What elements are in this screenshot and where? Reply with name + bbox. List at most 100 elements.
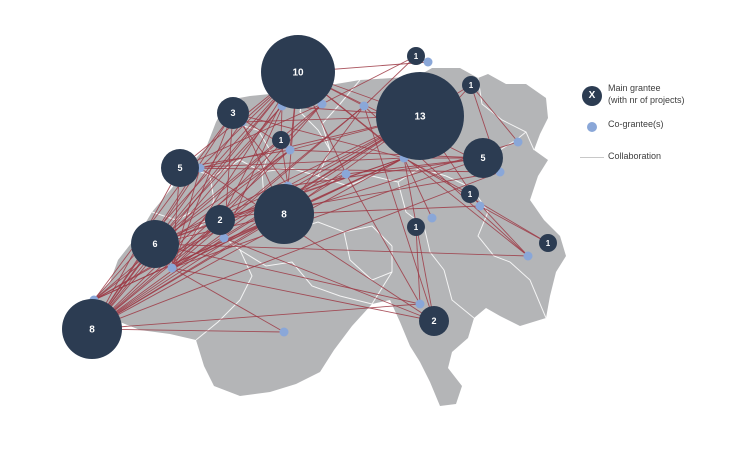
main-grantee-m13: 13 <box>376 72 464 160</box>
canton-border-11 <box>443 269 475 319</box>
co-grantee-point-13 <box>523 251 533 261</box>
main-grantee-bubble <box>62 299 122 359</box>
collaboration-line-105 <box>223 237 435 322</box>
main-grantee-bubble <box>254 184 314 244</box>
collaboration-line-67 <box>179 167 501 173</box>
collaboration-line-61 <box>171 112 234 269</box>
collaboration-line-47 <box>93 71 299 301</box>
main-grantee-bubble <box>205 205 235 235</box>
co-grantee-point-9 <box>423 57 433 67</box>
collaboration-line-18 <box>91 112 234 330</box>
canton-border-12 <box>509 261 547 319</box>
main-grantee-count: 5 <box>480 153 485 163</box>
main-grantee-count: 1 <box>468 190 473 199</box>
main-grantee-m5w: 5 <box>161 149 199 187</box>
collaboration-line-16 <box>91 171 501 330</box>
main-grantee-count: 3 <box>230 108 235 118</box>
main-grantee-count: 8 <box>281 210 287 221</box>
collaboration-line-79 <box>219 103 323 221</box>
collaboration-line-112 <box>171 267 285 333</box>
main-grantee-bubble <box>272 131 290 149</box>
main-grantee-count: 8 <box>89 325 95 336</box>
main-grantee-m1a: 1 <box>407 47 425 65</box>
main-grantee-count: 1 <box>414 52 419 61</box>
collaboration-line-113 <box>345 173 421 305</box>
main-grantee-bubble <box>376 72 464 160</box>
co-grantee-point-17 <box>279 327 289 337</box>
legend-collaboration: Collaboration <box>578 150 738 182</box>
collaboration-line-39 <box>171 71 299 269</box>
main-grantee-m3: 3 <box>217 97 249 129</box>
collaboration-line-10 <box>91 157 405 330</box>
collaboration-line-65 <box>179 103 323 169</box>
main-grantee-m5e: 5 <box>463 138 503 178</box>
main-grantee-bubble <box>539 234 557 252</box>
main-grantee-bubble <box>419 306 449 336</box>
legend-main-line2: (with nr of projects) <box>608 95 685 105</box>
main-grantee-m1d: 1 <box>407 218 425 236</box>
main-grantee-count: 13 <box>414 112 426 123</box>
collaboration-line-90 <box>470 84 519 143</box>
main-grantee-m8a: 8 <box>254 184 314 244</box>
collaboration-line-14 <box>91 328 285 333</box>
collaboration-line-104 <box>363 105 435 322</box>
co-grantee-point-14 <box>219 233 229 243</box>
canton-border-13 <box>477 77 535 151</box>
collaboration-line-88 <box>321 55 417 105</box>
main-grantee-m10: 10 <box>261 35 335 109</box>
main-grantee-count: 1 <box>414 223 419 232</box>
collaboration-line-76 <box>283 205 481 215</box>
main-grantee-count: 2 <box>431 316 436 326</box>
legend-main-line1: Main grantee <box>608 83 661 93</box>
main-grantee-bubble <box>407 218 425 236</box>
collaboration-line-20 <box>154 71 299 245</box>
main-grantee-m6: 6 <box>131 220 179 268</box>
co-grantee-point-18 <box>415 299 425 309</box>
collaboration-line-84 <box>345 157 484 175</box>
main-grantee-count: 1 <box>546 239 551 248</box>
main-grantee-bubble <box>131 220 179 268</box>
main-grantee-m1f: 1 <box>539 234 557 252</box>
main-grantee-count: 10 <box>292 68 304 79</box>
collaboration-line-78 <box>219 157 405 221</box>
collaboration-line-30 <box>154 103 323 245</box>
collaboration-line-6 <box>91 149 291 330</box>
legend-main-grantee: X Main grantee (with nr of projects) <box>578 82 738 118</box>
legend-collaboration-label: Collaboration <box>608 151 662 161</box>
legend-co-grantee-label: Co-grantee(s) <box>608 119 664 129</box>
co-grantee-point-4 <box>285 145 295 155</box>
collaboration-line-101 <box>403 157 435 322</box>
main-grantee-m1e: 1 <box>461 185 479 203</box>
co-grantee-point-12 <box>475 201 485 211</box>
main-grantee-m1b: 1 <box>462 76 480 94</box>
main-grantee-count: 5 <box>177 163 182 173</box>
main-grantee-m2a: 2 <box>205 205 235 235</box>
collaboration-line-95 <box>93 139 282 301</box>
main-grantee-count: 2 <box>217 215 222 225</box>
legend-collaboration-marker <box>580 157 604 158</box>
main-grantee-bubble <box>161 149 199 187</box>
collaboration-line-108 <box>171 105 365 269</box>
main-grantee-bubbles: 10 13 3 1 1 1 5 5 2 8 1 1 1 6 8 2 <box>62 35 557 359</box>
co-grantee-point-15 <box>167 263 177 273</box>
co-grantee-point-3 <box>359 101 369 111</box>
legend-co-grantee: Co-grantee(s) <box>578 118 738 150</box>
legend: X Main grantee (with nr of projects) Co-… <box>578 82 738 182</box>
collaboration-line-66 <box>179 157 405 169</box>
collaboration-line-42 <box>297 71 529 257</box>
collaboration-line-102 <box>171 267 435 322</box>
collaboration-line-89 <box>363 55 417 107</box>
co-grantee-point-7 <box>341 169 351 179</box>
collaboration-line-100 <box>415 226 421 305</box>
collaboration-line-103 <box>199 167 435 322</box>
main-grantee-count: 1 <box>469 81 474 90</box>
co-grantee-point-19 <box>427 213 437 223</box>
main-grantee-m8b: 8 <box>62 299 122 359</box>
main-grantee-count: 6 <box>152 239 157 249</box>
collaboration-line-114 <box>403 157 433 219</box>
main-grantee-bubble <box>461 185 479 203</box>
collaboration-line-62 <box>232 112 405 159</box>
collaboration-line-29 <box>154 173 347 245</box>
collaboration-line-64 <box>93 112 234 301</box>
main-grantee-bubble <box>463 138 503 178</box>
